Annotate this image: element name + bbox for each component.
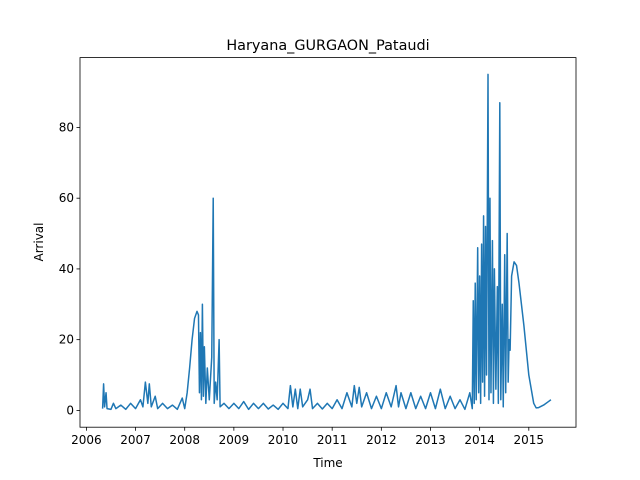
chart-title: Haryana_GURGAON_Pataudi [226,38,429,54]
y-tick-label: 20 [59,333,74,347]
x-tick-label: 2007 [120,433,151,447]
y-tick-label: 60 [59,191,74,205]
y-axis-label: Arrival [32,223,46,262]
y-tick-label: 40 [59,262,74,276]
x-tick-label: 2011 [317,433,348,447]
x-tick-label: 2008 [169,433,200,447]
x-tick-label: 2010 [268,433,299,447]
y-tick-label: 80 [59,120,74,134]
x-tick-label: 2012 [366,433,397,447]
data-line [101,73,552,411]
x-axis-label: Time [312,456,342,470]
x-tick-label: 2009 [219,433,250,447]
x-tick-label: 2013 [415,433,446,447]
y-tick-label: 0 [66,403,74,417]
plot-frame [79,57,577,428]
x-tick-label: 2015 [514,433,545,447]
x-tick-label: 2014 [464,433,495,447]
x-tick-label: 2006 [71,433,102,447]
